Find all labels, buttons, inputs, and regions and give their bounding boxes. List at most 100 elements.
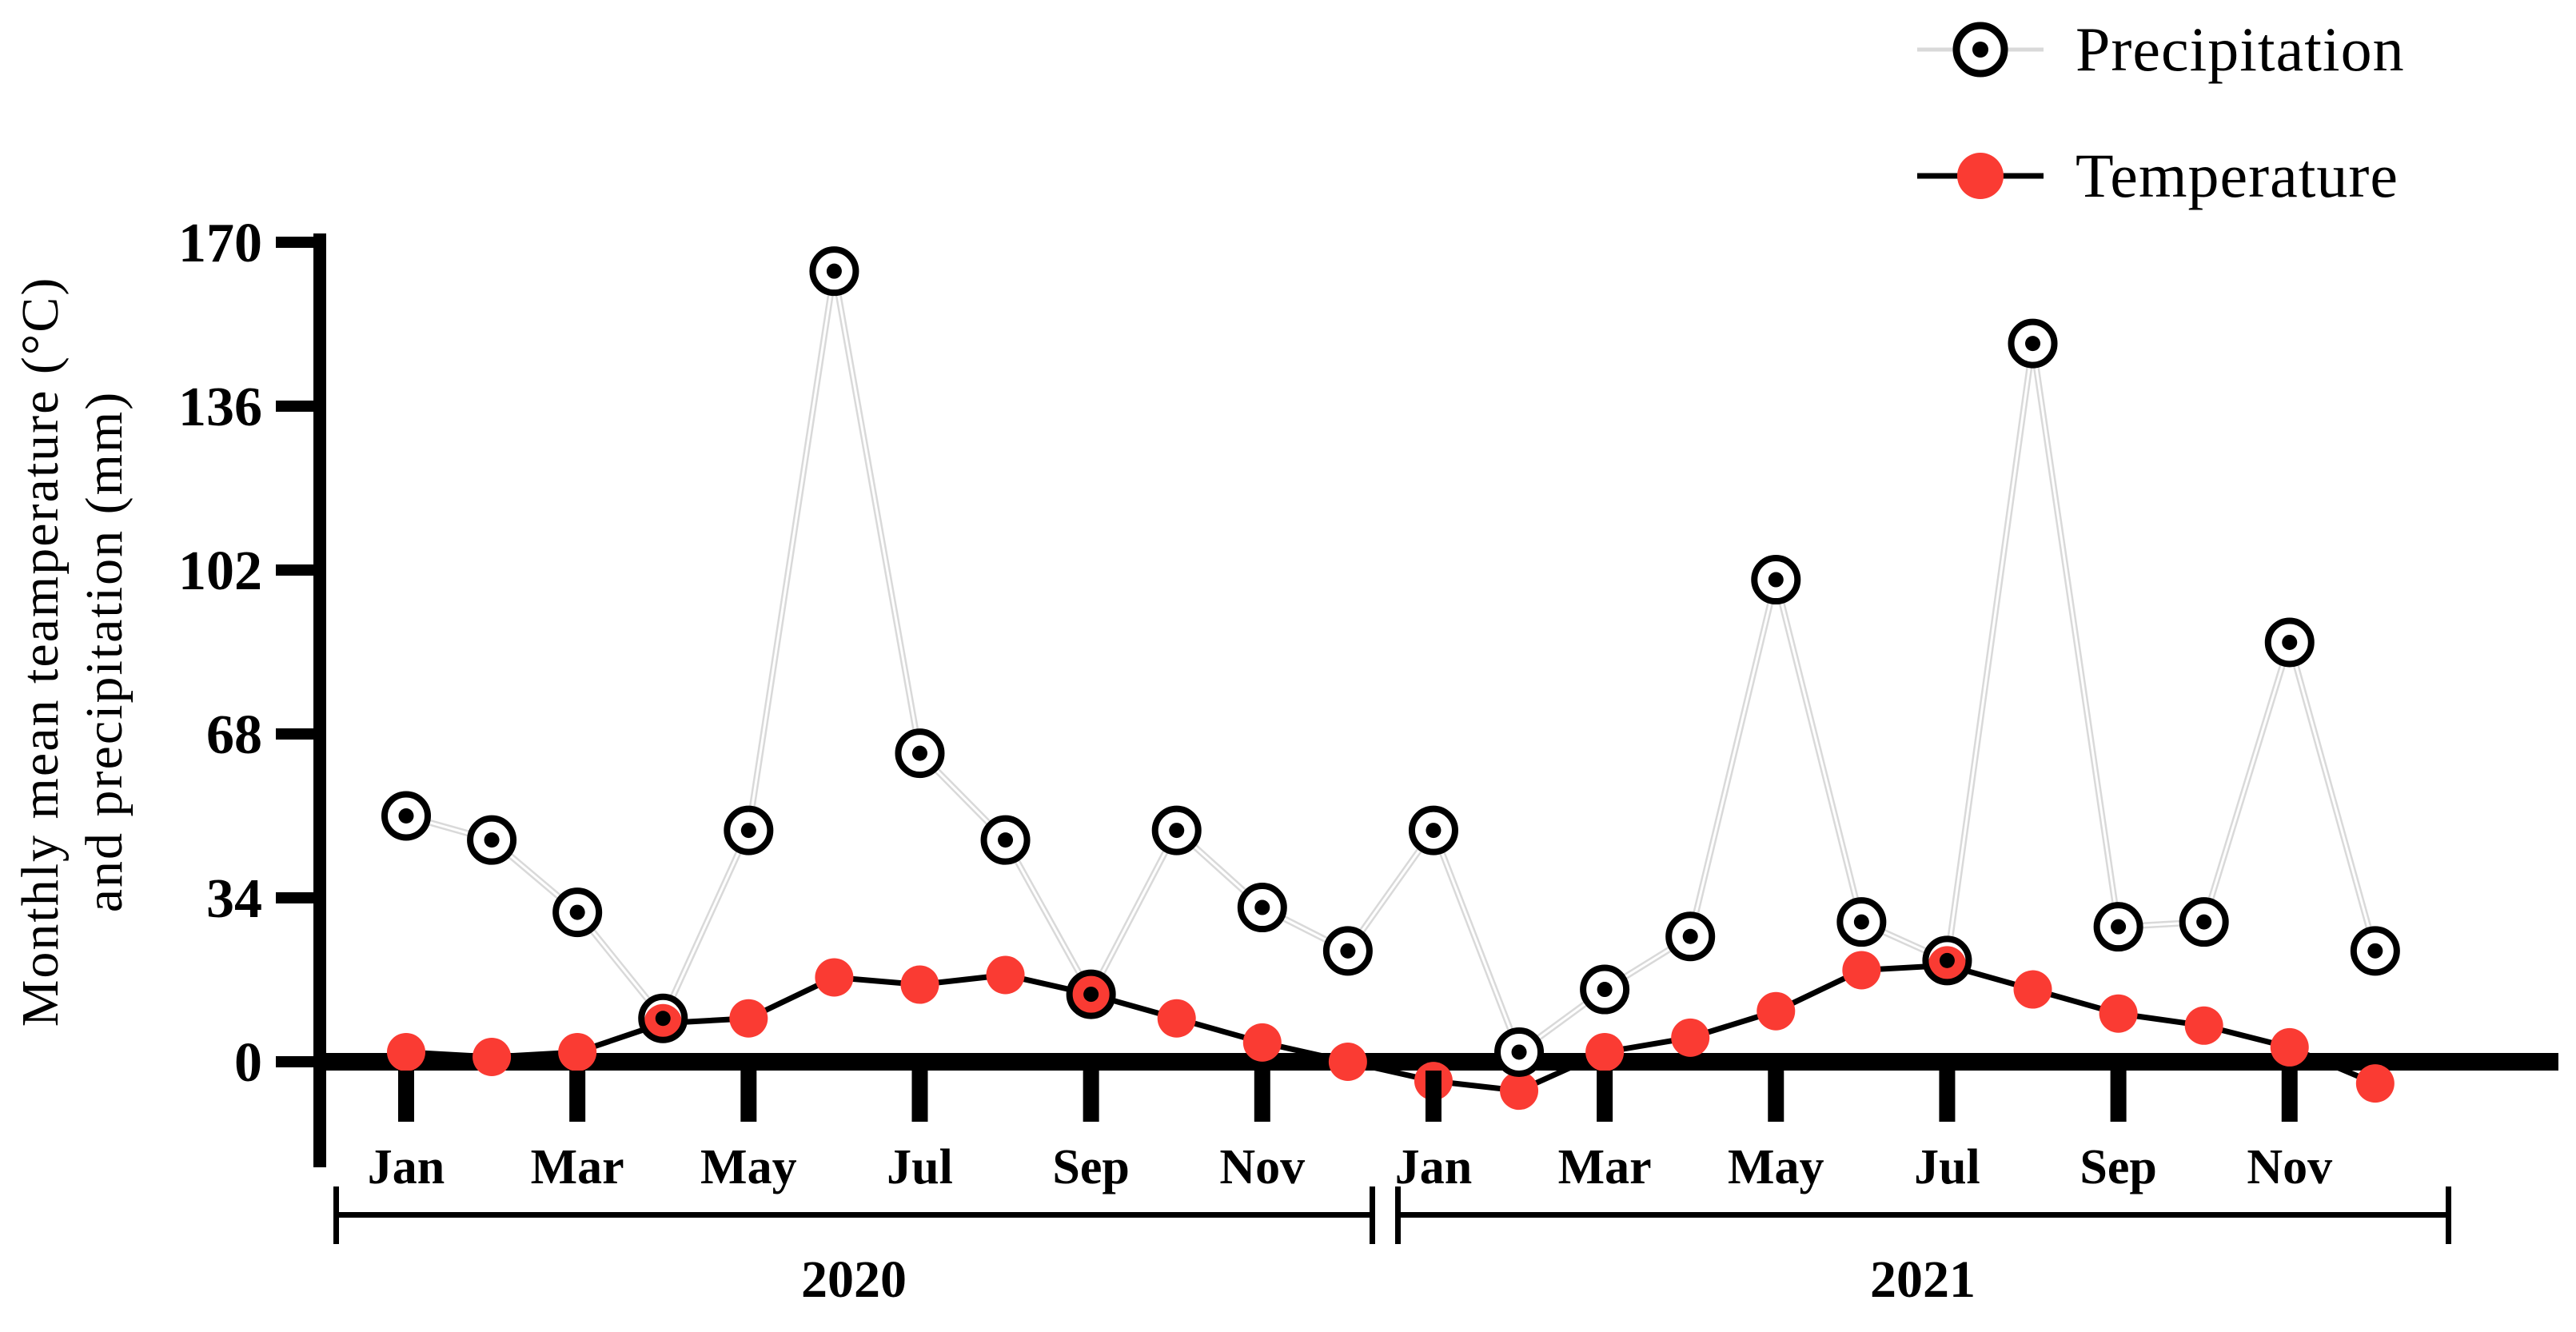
year-bracket [336, 1212, 1372, 1218]
legend: Precipitation Temperature [1917, 14, 2405, 210]
precipitation-marker-ring [1836, 897, 1887, 947]
precipitation-marker-ring [2093, 902, 2143, 952]
temperature-marker [1671, 1018, 1710, 1057]
precipitation-marker-ring [1665, 911, 1716, 962]
precipitation-marker-ring [1066, 969, 1116, 1019]
x-tick [911, 1071, 928, 1122]
temperature-marker [2184, 1006, 2223, 1045]
x-tick [569, 1071, 586, 1122]
temperature-marker [387, 1032, 425, 1071]
precipitation-marker-dot [998, 832, 1014, 848]
precipitation-marker-ring [467, 815, 517, 865]
x-tick [398, 1071, 414, 1122]
year-bracket-end [333, 1186, 339, 1244]
x-tick-label: Jul [887, 1140, 953, 1194]
x-tick-label: Mar [1558, 1140, 1652, 1194]
precipitation-marker-dot [1682, 928, 1698, 944]
y-tick-label: 68 [206, 704, 262, 766]
series-markers-layer [381, 246, 2400, 1111]
temperature-marker [1500, 1071, 1539, 1111]
x-tick-label: Jan [368, 1140, 445, 1194]
temperature-line [405, 962, 2377, 1094]
temperature-marker [473, 1037, 512, 1076]
temperature-marker [1157, 999, 1196, 1038]
y-tick [276, 564, 320, 576]
temperature-marker [2270, 1027, 2309, 1067]
axes-layer: 0 34 68 102 136 170 [178, 213, 2558, 1167]
legend-item-precipitation: Precipitation [1917, 14, 2405, 84]
y-tick [276, 892, 320, 903]
precipitation-marker-dot [484, 832, 500, 848]
y-axis-title-line2: and precipitation (mm) [75, 391, 134, 912]
precipitation-marker-dot [1254, 899, 1270, 915]
year-bracket [1398, 1212, 2448, 1218]
precipitation-marker-dot [1768, 572, 1784, 588]
temperature-marker [900, 965, 939, 1004]
temperature-marker [729, 999, 768, 1038]
precipitation-marker-ring [1322, 926, 1373, 976]
precipitation-marker-dot [1511, 1044, 1527, 1060]
precipitation-marker-ring [2179, 897, 2229, 947]
year-label: 2021 [1870, 1250, 1976, 1309]
precipitation-marker-ring [1151, 805, 1202, 855]
temperature-marker [2099, 994, 2138, 1033]
year-bracket-end [2446, 1186, 2451, 1244]
precipitation-marker-ring [724, 805, 774, 855]
temperature-marker [558, 1032, 597, 1071]
x-tick-label: May [1728, 1140, 1824, 1194]
precipitation-marker-dot [398, 808, 414, 824]
x-tick-label: Nov [1219, 1140, 1305, 1194]
precipitation-marker-dot [1426, 823, 1442, 839]
x-tick-label: Jan [1395, 1140, 1472, 1194]
y-tick-label: 136 [178, 377, 262, 438]
legend-item-temperature: Temperature [1917, 141, 2398, 210]
precipitation-marker-ring [2264, 617, 2315, 668]
x-tick-label: Sep [2080, 1140, 2156, 1194]
y-tick-label: 170 [178, 213, 262, 274]
precipitation-marker-ring [2008, 318, 2058, 369]
x-tick [1768, 1071, 1784, 1122]
y-tick [276, 237, 320, 248]
year-bracket-end [1370, 1186, 1375, 1244]
precipitation-marker-dot [826, 263, 842, 279]
precipitation-marker-dot [655, 1011, 671, 1027]
x-tick-label: Sep [1052, 1140, 1129, 1194]
precipitation-marker-dot [1939, 952, 1955, 968]
x-tick-label: May [700, 1140, 797, 1194]
precipitation-marker-dot [2196, 914, 2212, 930]
precipitation-marker-ring [381, 791, 431, 841]
x-tick [1425, 1071, 1442, 1122]
y-axis-line [313, 233, 326, 1167]
precipitation-marker-dot [911, 745, 927, 761]
precipitation-marker-dot [2282, 634, 2298, 650]
temperature-marker [1842, 951, 1881, 990]
year-label: 2020 [801, 1250, 907, 1309]
series-lines-layer [405, 270, 2379, 1094]
y-tick-label: 0 [234, 1032, 262, 1094]
x-tick [2281, 1071, 2298, 1122]
precipitation-marker-ring [2350, 926, 2400, 976]
x-tick-label: Nov [2247, 1140, 2332, 1194]
x-tick-label: Mar [531, 1140, 624, 1194]
y-tick [276, 1056, 320, 1067]
precipitation-marker-ring [895, 728, 945, 779]
precipitation-marker-dot [1853, 914, 1869, 930]
y-tick-label: 102 [178, 540, 262, 602]
y-tick-label: 34 [206, 868, 262, 930]
precipitation-marker-ring [809, 246, 859, 297]
precipitation-marker-ring [552, 887, 603, 938]
x-tick [740, 1071, 757, 1122]
precipitation-marker-dot [1169, 823, 1185, 839]
precipitation-marker-dot [1083, 987, 1099, 1003]
precipitation-marker-dot [569, 904, 585, 920]
precipitation-marker-ring [1408, 805, 1458, 855]
precipitation-marker-ring [980, 815, 1031, 865]
legend-label-precipitation: Precipitation [2076, 14, 2405, 84]
circle-dot-center-icon [1972, 42, 1988, 58]
filled-circle-icon [1957, 153, 2004, 199]
precipitation-marker-dot [2111, 919, 2127, 935]
temperature-marker [1757, 991, 1796, 1031]
x-tick [1597, 1071, 1613, 1122]
